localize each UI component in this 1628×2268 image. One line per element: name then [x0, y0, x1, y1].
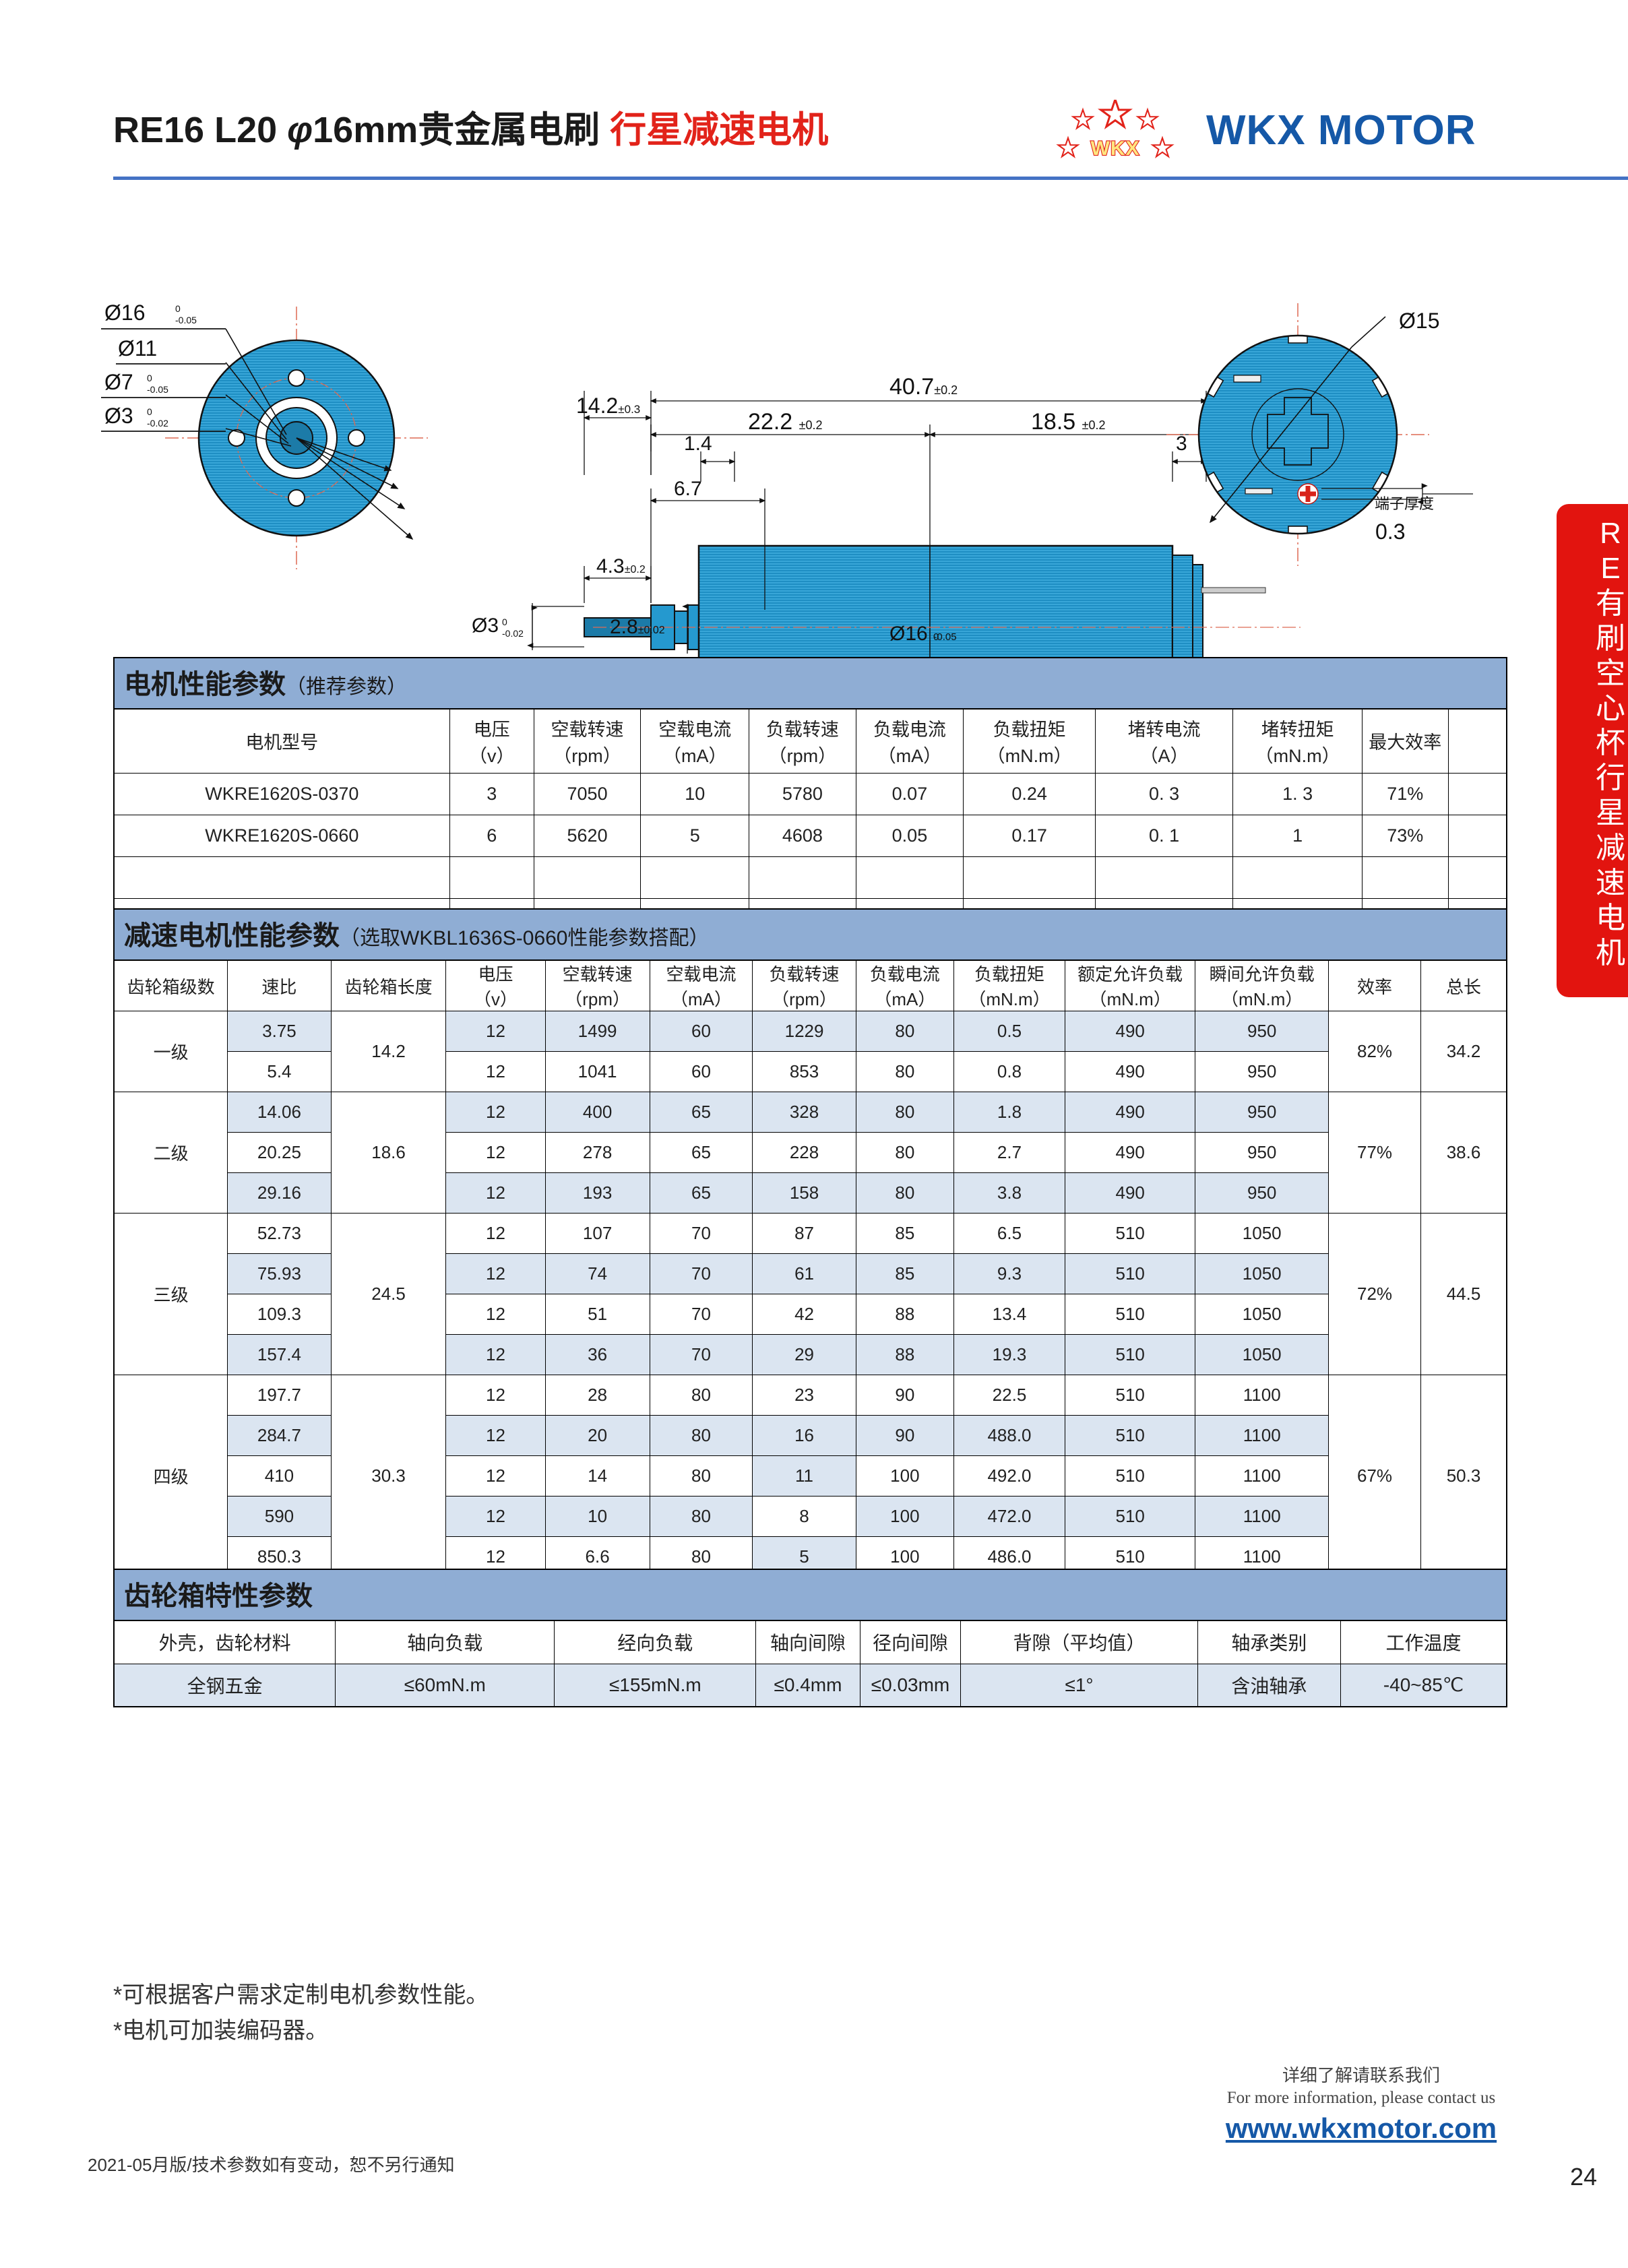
svg-text:0: 0: [175, 303, 181, 314]
svg-text:Ø16: Ø16: [104, 301, 145, 325]
svg-text:-0.02: -0.02: [147, 418, 168, 429]
svg-text:Ø3: Ø3: [104, 404, 133, 428]
svg-text:0.3: 0.3: [1375, 519, 1405, 544]
svg-text:22.2 ±0.2: 22.2 ±0.2: [748, 409, 823, 435]
svg-text:4.3±0.2: 4.3±0.2: [596, 555, 646, 577]
svg-text:1.4: 1.4: [684, 433, 712, 455]
svg-text:0: 0: [147, 406, 152, 417]
svg-text:-0.05: -0.05: [147, 384, 168, 395]
svg-text:WKX: WKX: [1091, 137, 1140, 160]
svg-text:3: 3: [1176, 433, 1187, 455]
svg-text:-0.05: -0.05: [175, 315, 197, 325]
svg-text:Ø15: Ø15: [1399, 309, 1439, 333]
svg-text:-0.02: -0.02: [502, 628, 524, 639]
svg-text:Ø11: Ø11: [118, 336, 157, 360]
svg-text:Ø3: Ø3: [472, 615, 499, 637]
svg-text:18.5 ±0.2: 18.5 ±0.2: [1031, 409, 1106, 435]
svg-text:Ø7: Ø7: [104, 370, 133, 394]
svg-text:40.7±0.2: 40.7±0.2: [889, 374, 958, 400]
svg-text:端子厚度: 端子厚度: [1375, 495, 1434, 512]
svg-text:0: 0: [147, 373, 152, 383]
svg-text:6.7: 6.7: [674, 478, 702, 500]
svg-text:0: 0: [502, 617, 507, 627]
svg-text:14.2±0.3: 14.2±0.3: [576, 393, 640, 418]
